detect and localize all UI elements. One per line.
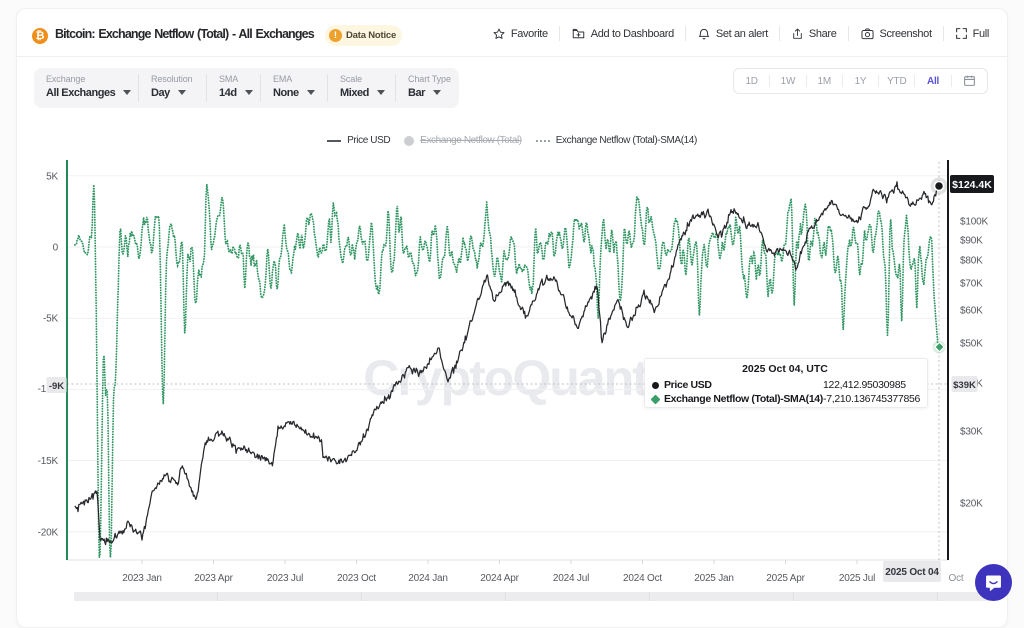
svg-text:2024 Jan: 2024 Jan (408, 573, 448, 584)
svg-text:$39K: $39K (953, 380, 976, 391)
svg-text:5K: 5K (46, 172, 58, 183)
svg-text:2023 Apr: 2023 Apr (194, 573, 233, 584)
svg-text:2025 Jul: 2025 Jul (839, 573, 875, 584)
svg-text:$60K: $60K (960, 306, 983, 317)
svg-text:-5K: -5K (43, 314, 58, 325)
svg-text:2024 Oct: 2024 Oct (623, 573, 662, 584)
svg-text:Oct: Oct (949, 573, 964, 584)
svg-text:$30K: $30K (960, 427, 983, 438)
svg-text:2024 Jul: 2024 Jul (553, 573, 589, 584)
svg-text:$70K: $70K (960, 279, 983, 290)
svg-text:CryptoQuant: CryptoQuant (363, 350, 649, 406)
svg-text:2023 Oct: 2023 Oct (337, 573, 376, 584)
svg-text:2023 Jan: 2023 Jan (122, 573, 162, 584)
svg-text:$50K: $50K (960, 339, 983, 350)
svg-text:2025 Apr: 2025 Apr (766, 573, 805, 584)
svg-text:$100K: $100K (960, 217, 988, 228)
svg-text:-9K: -9K (49, 381, 64, 392)
svg-text:2024 Apr: 2024 Apr (480, 573, 519, 584)
svg-text:2025 Oct 04: 2025 Oct 04 (885, 567, 939, 578)
svg-text:2025 Jan: 2025 Jan (694, 573, 734, 584)
svg-text:2023 Jul: 2023 Jul (267, 573, 303, 584)
svg-text:-20K: -20K (38, 528, 59, 539)
svg-text:$90K: $90K (960, 236, 983, 247)
svg-text:-15K: -15K (38, 456, 59, 467)
svg-text:$80K: $80K (960, 256, 983, 267)
svg-text:$20K: $20K (960, 499, 983, 510)
svg-text:$124.4K: $124.4K (952, 179, 992, 191)
svg-text:0: 0 (53, 243, 59, 254)
